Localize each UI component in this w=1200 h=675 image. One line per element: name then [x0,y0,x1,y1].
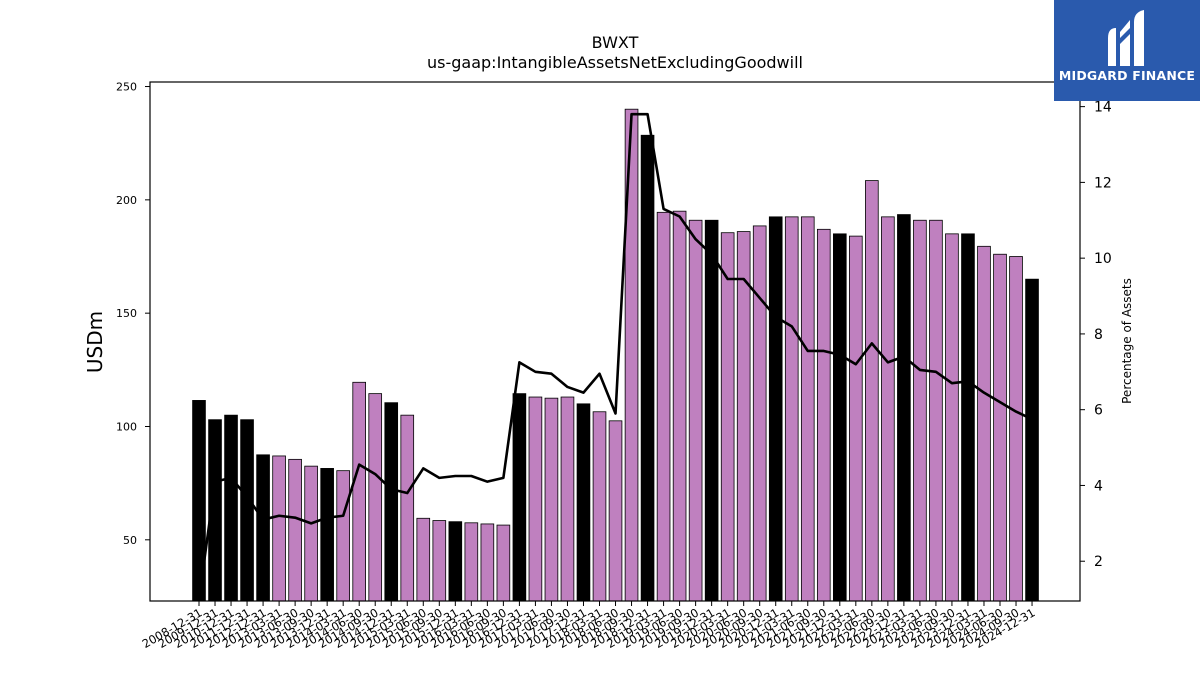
y2-tick-label: 8 [1094,327,1103,343]
bar [800,216,815,602]
bar [416,517,431,602]
bar [849,235,863,602]
bar [464,522,479,602]
plot-frame [149,81,1081,602]
bar [608,420,623,602]
bar [592,411,607,602]
bar [913,219,927,602]
logo-mark-icon [1108,10,1144,66]
bar [784,216,799,602]
bars-layer [192,108,1039,602]
bar [400,414,415,602]
bar [704,219,719,602]
bar [945,233,959,602]
bar [560,396,575,602]
bar [640,134,655,602]
bar [865,180,879,602]
y2-tick-label: 6 [1094,403,1103,419]
bar [768,216,783,602]
y2-tick-label: 4 [1094,478,1103,494]
bar [432,520,447,602]
percentage-line [197,112,1033,600]
bar [496,524,511,602]
y2-tick-label: 2 [1094,554,1103,570]
bar [961,233,975,602]
bar [576,403,591,602]
bar [368,393,383,602]
y-tick-label: 250 [116,81,137,94]
logo-text: MIDGARD FINANCE [1058,68,1196,83]
bar [833,233,847,602]
midgard-finance-logo: MIDGARD FINANCE [1054,0,1200,101]
bar [336,470,350,602]
bar [897,214,911,602]
bar [272,455,286,602]
bar [720,232,735,602]
axes-layer: 5010015020025024681012142008-12-312009-1… [116,81,1112,651]
bar [929,219,943,602]
bar [304,465,318,602]
bar [672,210,687,602]
y2-tick-label: 14 [1094,100,1112,116]
bar [752,225,767,602]
bar [320,468,334,602]
bar [448,521,463,602]
y-tick-label: 100 [116,420,137,433]
bar [384,402,399,602]
y-axis-label: USDm [83,311,107,373]
y-tick-label: 150 [116,307,137,320]
line-layer [197,112,1033,600]
bar [240,419,254,602]
bar [993,253,1007,602]
y2-tick-label: 10 [1094,251,1112,267]
bar [256,454,270,602]
bar [816,228,831,602]
y2-axis-label: Percentage of Assets [1120,278,1134,404]
bar [688,219,703,602]
bar [656,211,671,602]
bar [1025,278,1039,602]
chart-subtitle: us-gaap:IntangibleAssetsNetExcludingGood… [427,53,803,72]
chart-title: BWXT [592,33,639,52]
bar [288,458,302,602]
bar [224,414,238,602]
bar [881,216,895,602]
bar [977,245,991,602]
bar [1009,256,1023,602]
bar [528,396,543,602]
bar [512,393,527,602]
bar [480,523,495,602]
bar [352,381,366,602]
bar [736,231,751,602]
y2-tick-label: 12 [1094,175,1112,191]
y-tick-label: 200 [116,194,137,207]
y-tick-label: 50 [123,534,137,547]
bar [544,397,559,602]
